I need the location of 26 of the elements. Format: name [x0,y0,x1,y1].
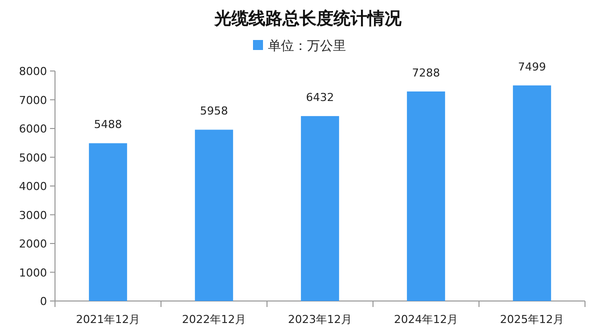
x-tick-label: 2025年12月 [500,313,564,326]
bar [512,85,552,301]
bar [300,116,340,301]
x-tick-label: 2023年12月 [288,313,352,326]
x-tick-label: 2024年12月 [394,313,458,326]
x-tick-label: 2022年12月 [182,313,246,326]
y-tick-label: 0 [40,295,47,308]
y-tick-label: 7000 [19,94,47,107]
data-label: 5958 [200,104,228,118]
data-label: 7288 [412,66,440,80]
y-tick-label: 6000 [19,122,47,136]
y-tick-label: 4000 [19,180,47,193]
data-label: 5488 [94,118,122,132]
bar [194,130,234,301]
y-tick-label: 8000 [19,65,47,78]
y-tick-label: 3000 [19,208,47,222]
y-tick-label: 1000 [19,266,47,280]
data-label: 7499 [518,60,546,74]
bar [88,143,128,301]
y-tick-label: 2000 [19,238,47,250]
x-tick-label: 2021年12月 [76,313,140,326]
y-tick-label: 5000 [19,151,47,164]
bar [406,91,446,301]
chart-title: 光缆线路总长度统计情况 [214,9,402,29]
legend-label: 单位：万公里 [268,39,346,54]
data-label: 6432 [306,91,334,104]
